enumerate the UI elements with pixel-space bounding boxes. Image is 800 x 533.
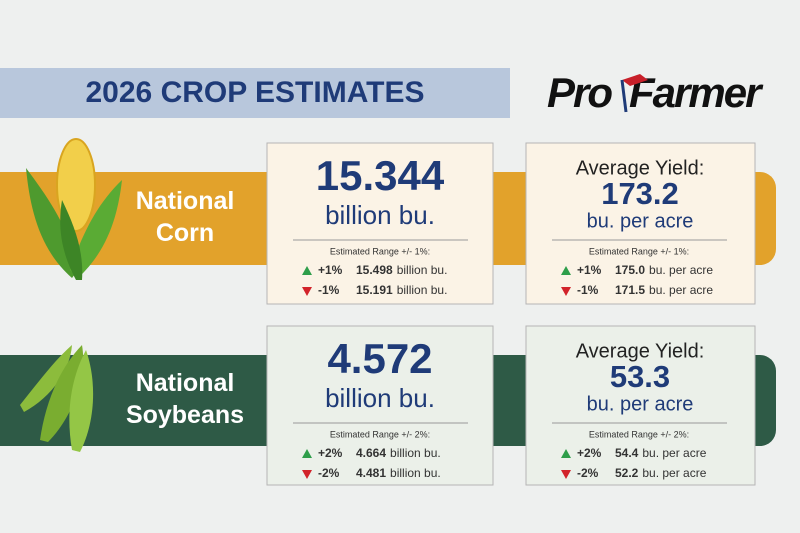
- value: 15.498: [356, 263, 393, 277]
- production-value: 4.572: [327, 335, 432, 382]
- logo-post: Farmer: [629, 69, 764, 116]
- title: 2026 CROP ESTIMATES: [86, 76, 425, 109]
- crop-label: Soybeans: [126, 401, 244, 429]
- crop-label: National: [136, 369, 235, 397]
- range-value: 15.498 billion bu.: [356, 263, 447, 277]
- card: [525, 325, 756, 486]
- range-label: Estimated Range +/- 2%:: [589, 429, 689, 439]
- unit: bu. per acre: [649, 263, 713, 277]
- down-arrow: [302, 470, 312, 479]
- pod: [40, 345, 84, 442]
- crop-label: National: [136, 187, 235, 215]
- value: 54.4: [615, 446, 639, 460]
- yield-value: 53.3: [610, 359, 670, 394]
- cob: [56, 138, 96, 232]
- up-arrow: [561, 266, 571, 275]
- range-label: Estimated Range +/- 1%:: [330, 246, 430, 256]
- down-arrow: [561, 287, 571, 296]
- change: +1%: [577, 263, 602, 277]
- range-value: 54.4 bu. per acre: [615, 446, 707, 460]
- unit: billion bu.: [390, 466, 441, 480]
- value: 4.664: [356, 446, 386, 460]
- title-band: [0, 68, 510, 118]
- logo-text: Pro Farmer: [547, 69, 764, 116]
- unit: bu. per acre: [642, 446, 706, 460]
- value: 4.481: [356, 466, 386, 480]
- range-label: Estimated Range +/- 2%:: [330, 429, 430, 439]
- crop-label: Corn: [156, 219, 214, 247]
- unit: bu. per acre: [642, 466, 706, 480]
- change: +1%: [318, 263, 343, 277]
- change: -2%: [577, 466, 599, 480]
- production-unit: billion bu.: [325, 200, 435, 230]
- production-unit: billion bu.: [325, 383, 435, 413]
- range-value: 175.0 bu. per acre: [615, 263, 713, 277]
- range-value: 4.664 billion bu.: [356, 446, 441, 460]
- change: +2%: [577, 446, 602, 460]
- change: +2%: [318, 446, 343, 460]
- range-value: 15.191 billion bu.: [356, 283, 447, 297]
- logo: Pro Farmer: [547, 69, 766, 116]
- range-label: Estimated Range +/- 1%:: [589, 246, 689, 256]
- up-arrow: [302, 449, 312, 458]
- unit: billion bu.: [397, 283, 448, 297]
- leaf: [60, 200, 83, 280]
- yield-value: 173.2: [601, 176, 679, 211]
- change: -2%: [318, 466, 340, 480]
- down-arrow: [302, 287, 312, 296]
- unit: bu. per acre: [649, 283, 713, 297]
- value: 175.0: [615, 263, 645, 277]
- value: 15.191: [356, 283, 393, 297]
- unit: billion bu.: [390, 446, 441, 460]
- pod: [69, 350, 94, 452]
- unit: billion bu.: [397, 263, 448, 277]
- production-value: 15.344: [316, 152, 445, 199]
- card: [525, 142, 756, 305]
- change: -1%: [318, 283, 340, 297]
- value: 171.5: [615, 283, 645, 297]
- range-value: 4.481 billion bu.: [356, 466, 441, 480]
- up-arrow: [302, 266, 312, 275]
- pod: [20, 345, 72, 412]
- change: -1%: [577, 283, 599, 297]
- leaf: [70, 180, 122, 278]
- range-value: 171.5 bu. per acre: [615, 283, 713, 297]
- value: 52.2: [615, 466, 639, 480]
- logo-pre: Pro: [547, 69, 612, 116]
- up-arrow: [561, 449, 571, 458]
- logo-flag: [622, 74, 648, 86]
- range-value: 52.2 bu. per acre: [615, 466, 707, 480]
- yield-label: Average Yield:: [576, 157, 705, 179]
- card: [266, 142, 494, 305]
- down-arrow: [561, 470, 571, 479]
- logo-pole: [620, 79, 628, 113]
- card: [266, 325, 494, 486]
- yield-unit: bu. per acre: [587, 393, 694, 415]
- yield-unit: bu. per acre: [587, 210, 694, 232]
- yield-label: Average Yield:: [576, 340, 705, 362]
